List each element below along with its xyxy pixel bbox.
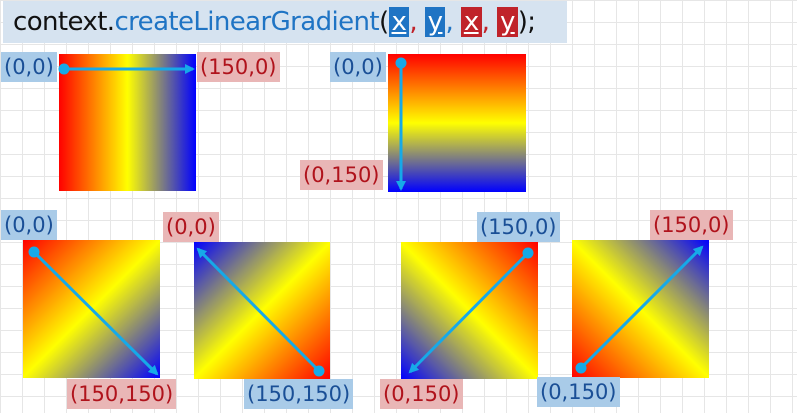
code-snippet: context.createLinearGradient(x, y, x, y)… [3, 1, 567, 43]
gradient-square-horizontal [59, 54, 196, 191]
coord-label-end: (0,150) [300, 160, 383, 190]
gradient-square-diagonal-2 [194, 242, 330, 379]
gradient-square-diagonal-4 [572, 240, 709, 378]
coord-label-end: (150,150) [244, 379, 354, 409]
gradient-square-vertical [388, 54, 526, 192]
gradient-square-diagonal-3 [401, 242, 538, 379]
coord-label-end: (0,150) [537, 377, 620, 407]
code-method: createLinearGradient [114, 7, 379, 37]
code-param-x1: x [460, 7, 482, 37]
coord-label-start: (0,0) [163, 212, 219, 242]
code-param-x0: x [388, 7, 410, 37]
gradient-square-diagonal-1 [23, 240, 160, 378]
code-close: ); [517, 7, 536, 37]
code-comma: , [481, 7, 490, 37]
code-comma: , [445, 7, 454, 37]
coord-label-start: (150,0) [477, 212, 560, 242]
code-param-y0: y [424, 7, 446, 37]
coord-label-end: (150,150) [67, 379, 177, 409]
code-comma: , [409, 7, 417, 37]
coord-label-start: (0,0) [330, 52, 386, 82]
coord-label-end: (150,0) [197, 52, 280, 82]
coord-label-start: (150,0) [650, 210, 733, 240]
coord-label-start: (0,0) [1, 52, 57, 82]
code-param-y1: y [496, 7, 518, 37]
coord-label-start: (0,0) [1, 210, 57, 240]
coord-label-end: (0,150) [380, 379, 463, 409]
code-open-paren: ( [378, 7, 389, 37]
code-object: context. [13, 7, 115, 37]
